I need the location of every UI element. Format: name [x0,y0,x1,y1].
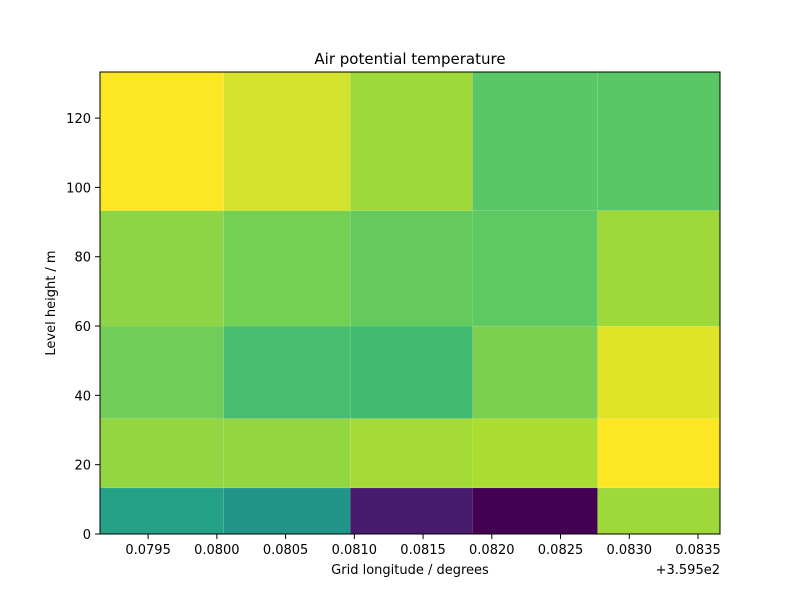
y-axis-ticks: 0 20 40 60 80 100 120 [66,112,100,543]
plot-frame [99,71,721,535]
heatmap-cell-r4-c0 [99,71,225,211]
heatmap-cell-r2-c4 [597,325,721,419]
heatmap-cells [99,71,721,535]
y-tick-label: 120 [66,112,91,127]
heatmap-cell-r2-c3 [472,325,598,419]
heatmap-cell-r3-c0 [99,210,225,327]
heatmap-cell-r1-c2 [349,418,473,489]
y-tick-label: 40 [74,389,91,404]
heatmap-cell-r1-c3 [472,418,598,489]
y-tick-label: 80 [74,251,91,266]
heatmap-cell-r4-c2 [349,71,473,211]
x-tick-label: 0.0800 [194,543,240,558]
heatmap-cell-r0-c4 [597,487,721,535]
heatmap-cell-r4-c4 [597,71,721,211]
y-tick-label: 0 [83,528,91,543]
heatmap-cell-r3-c3 [472,210,598,327]
heatmap-cell-r1-c1 [223,418,351,489]
heatmap-cell-r0-c2 [349,487,473,535]
heatmap-cell-r0-c1 [223,487,351,535]
y-tick-label: 20 [74,459,91,474]
heatmap-cell-r0-c0 [99,487,225,535]
heatmap-cell-r2-c0 [99,325,225,419]
heatmap-cell-r4-c1 [223,71,351,211]
heatmap-cell-r0-c3 [472,487,598,535]
heatmap-cell-r2-c1 [223,325,351,419]
x-tick-label: 0.0795 [125,543,171,558]
heatmap-cell-r3-c2 [349,210,473,327]
y-tick-label: 100 [66,181,91,196]
heatmap-cell-r3-c1 [223,210,351,327]
x-axis-ticks: 0.0795 0.0800 0.0805 0.0810 0.0815 0.0820 0.08… [125,534,721,558]
x-axis-title: Grid longitude / degrees [331,563,489,578]
x-axis-offset-label: +3.595e2 [656,563,720,578]
y-tick-label: 60 [74,320,91,335]
x-tick-label: 0.0830 [607,543,653,558]
y-axis-title: Level height / m [44,250,59,355]
x-tick-label: 0.0825 [538,543,584,558]
x-tick-label: 0.0820 [469,543,515,558]
heatmap-cell-r1-c0 [99,418,225,489]
heatmap-cell-r3-c4 [597,210,721,327]
heatmap-cell-r1-c4 [597,418,721,489]
x-tick-label: 0.0815 [400,543,446,558]
x-tick-label: 0.0805 [263,543,309,558]
heatmap-cell-r2-c2 [349,325,473,419]
chart-title: Air potential temperature [314,50,505,68]
x-tick-label: 0.0810 [332,543,378,558]
heatmap-cell-r4-c3 [472,71,598,211]
x-tick-label: 0.0835 [675,543,721,558]
